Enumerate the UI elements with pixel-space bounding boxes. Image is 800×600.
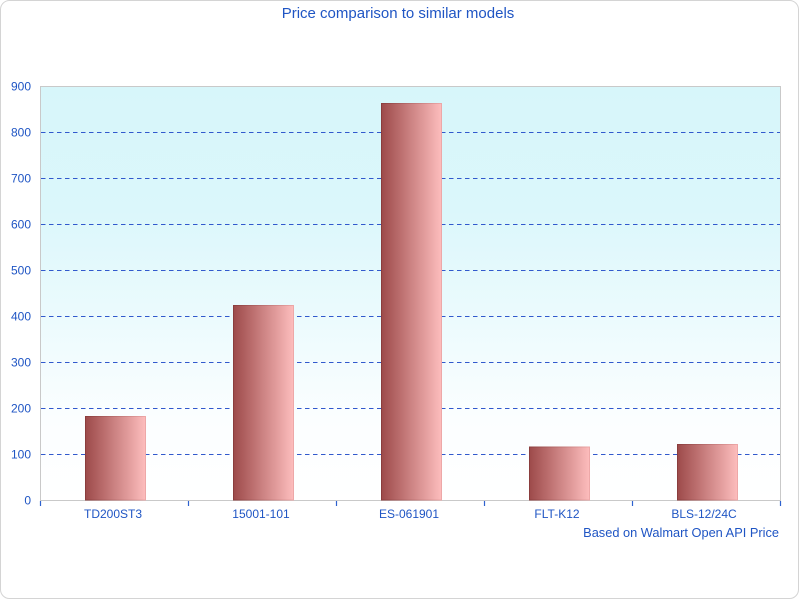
svg-text:500: 500 [11, 264, 31, 278]
svg-text:400: 400 [11, 310, 31, 324]
svg-text:FLT-K12: FLT-K12 [534, 507, 579, 521]
svg-text:15001-101: 15001-101 [232, 507, 290, 521]
svg-text:600: 600 [11, 218, 31, 232]
svg-text:300: 300 [11, 356, 31, 370]
svg-text:Price comparison to similar mo: Price comparison to similar models [282, 5, 515, 22]
svg-text:ES-061901: ES-061901 [379, 507, 439, 521]
svg-text:800: 800 [11, 126, 31, 140]
svg-text:700: 700 [11, 172, 31, 186]
svg-text:0: 0 [24, 494, 31, 508]
svg-text:Based on Walmart Open API Pric: Based on Walmart Open API Price [583, 525, 779, 540]
svg-text:100: 100 [11, 448, 31, 462]
svg-text:200: 200 [11, 402, 31, 416]
svg-text:900: 900 [11, 80, 31, 94]
svg-text:BLS-12/24C: BLS-12/24C [671, 507, 737, 521]
svg-text:TD200ST3: TD200ST3 [84, 507, 142, 521]
